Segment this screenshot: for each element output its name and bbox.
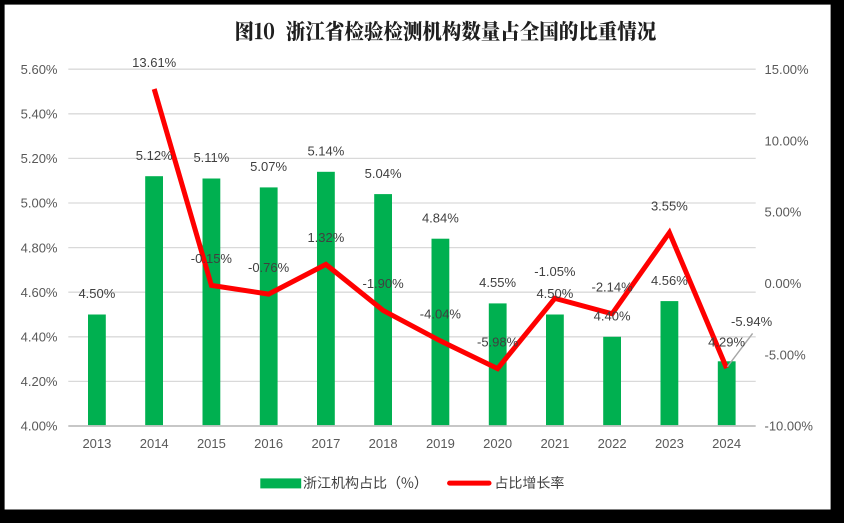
svg-text:4.80%: 4.80% [21,240,58,255]
svg-text:5.60%: 5.60% [21,62,58,77]
svg-text:-1.05%: -1.05% [534,264,576,279]
svg-text:2014: 2014 [140,436,169,451]
svg-text:5.14%: 5.14% [307,144,344,159]
svg-text:5.12%: 5.12% [136,148,173,163]
svg-text:4.40%: 4.40% [594,309,631,324]
svg-text:5.00%: 5.00% [765,205,802,220]
svg-text:3.55%: 3.55% [651,198,688,213]
svg-text:4.50%: 4.50% [536,286,573,301]
svg-text:-0.15%: -0.15% [191,251,233,266]
svg-text:-0.76%: -0.76% [248,260,290,275]
svg-text:4.00%: 4.00% [21,419,58,434]
svg-text:10.00%: 10.00% [765,133,810,148]
svg-text:2016: 2016 [254,436,283,451]
svg-text:-1.90%: -1.90% [362,276,404,291]
svg-text:5.11%: 5.11% [193,150,229,165]
svg-text:2024: 2024 [712,436,741,451]
svg-text:4.56%: 4.56% [651,273,688,288]
svg-text:13.61%: 13.61% [132,55,177,70]
svg-text:2013: 2013 [82,436,111,451]
svg-text:5.04%: 5.04% [365,166,402,181]
svg-text:2015: 2015 [197,436,226,451]
svg-text:2020: 2020 [483,436,512,451]
svg-text:-2.14%: -2.14% [591,280,633,295]
svg-text:1.32%: 1.32% [307,230,344,245]
svg-text:4.20%: 4.20% [21,374,58,389]
svg-text:5.00%: 5.00% [21,196,58,211]
svg-text:4.50%: 4.50% [78,286,115,301]
svg-text:5.20%: 5.20% [21,151,58,166]
svg-text:2021: 2021 [540,436,569,451]
svg-text:2018: 2018 [369,436,398,451]
svg-text:4.29%: 4.29% [708,334,745,349]
svg-text:-5.00%: -5.00% [765,347,807,362]
svg-text:0.00%: 0.00% [765,276,802,291]
svg-text:2022: 2022 [598,436,627,451]
svg-text:-5.94%: -5.94% [731,314,773,329]
svg-text:5.40%: 5.40% [21,107,58,122]
svg-text:2023: 2023 [655,436,684,451]
svg-text:4.55%: 4.55% [479,275,516,290]
svg-text:5.07%: 5.07% [250,159,287,174]
svg-text:2017: 2017 [311,436,340,451]
svg-text:15.00%: 15.00% [765,62,810,77]
svg-text:4.84%: 4.84% [422,210,459,225]
svg-text:-4.04%: -4.04% [420,307,462,322]
svg-text:4.40%: 4.40% [21,330,58,345]
svg-text:4.60%: 4.60% [21,285,58,300]
svg-text:2019: 2019 [426,436,455,451]
svg-text:-5.98%: -5.98% [477,334,519,349]
svg-text:-10.00%: -10.00% [765,419,814,434]
